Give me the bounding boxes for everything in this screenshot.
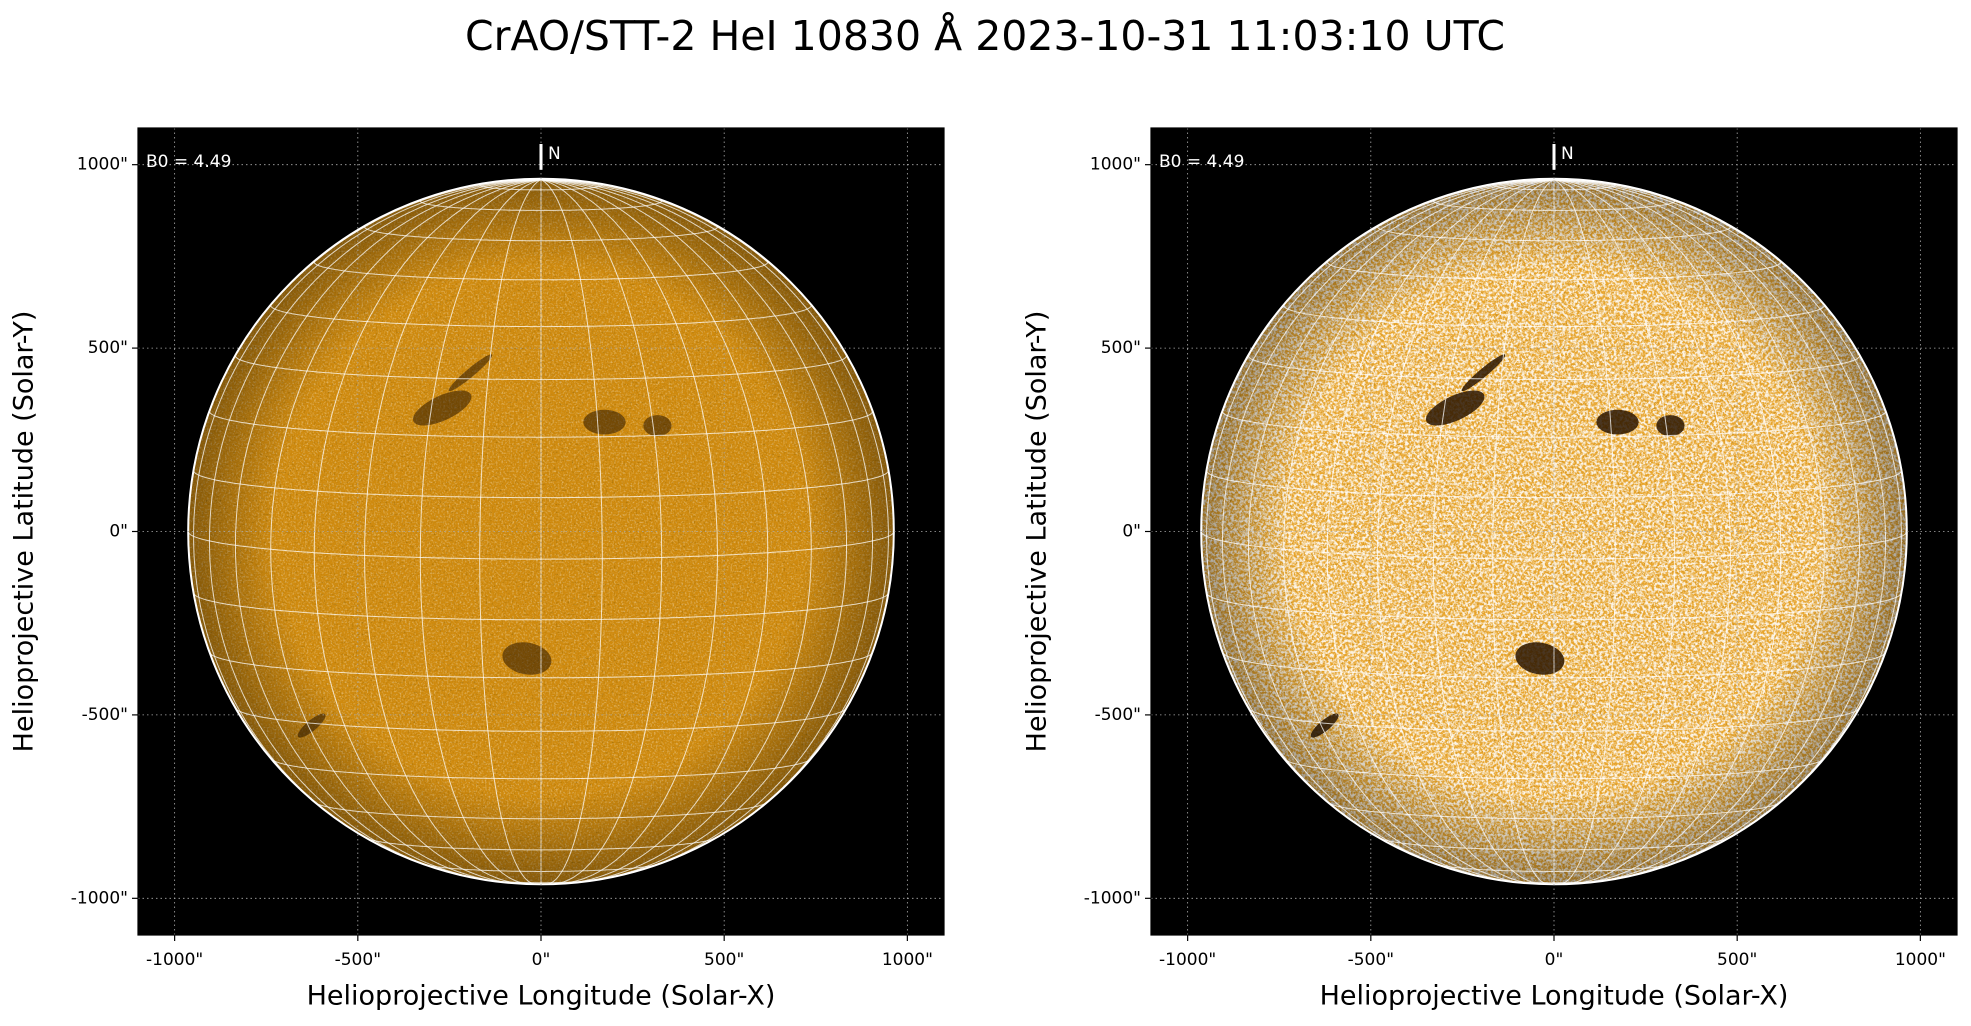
lonlat-grid-line [1553,179,1731,885]
y-axis-label: Helioprojective Latitude (Solar-Y) [9,311,40,753]
lonlat-grid-line [187,531,895,560]
y-tick-label: -1000" [71,888,128,908]
x-tick-label: 500" [704,950,744,970]
lonlat-grid-line [1492,184,1616,191]
y-tick-label: 500" [88,338,128,358]
lonlat-grid-line [1377,179,1555,885]
lonlat-grid-line [540,179,718,885]
x-tick-label: 1000" [1895,950,1946,970]
lonlat-grid-line [270,179,542,884]
x-axis-label: Helioprojective Longitude (Solar-X) [1320,981,1789,1012]
lonlat-grid-line [193,179,542,853]
lonlat-grid-line [1328,802,1780,820]
lonlat-grid-line [1379,837,1729,851]
x-tick-label: -500" [1348,950,1394,970]
lonlat-grid-line [235,354,847,381]
lonlat-grid-line [1326,260,1782,281]
y-tick-label: -500" [82,705,128,725]
lonlat-grid-line [209,410,873,438]
lonlat-grid-line [1553,179,1860,882]
x-tick-label: -500" [335,950,381,970]
plot-frame [1150,127,1958,936]
lonlat-grid-line [1248,354,1860,381]
plot-frame [137,127,945,936]
lonlat-grid-line [364,179,542,885]
lonlat-grid-line [1553,179,1902,853]
lonlat-grid-line [1284,758,1824,780]
y-tick-label: 1000" [77,155,128,175]
lonlat-grid-line [1200,531,1908,560]
lonlat-grid-line [209,179,542,877]
x-tick-label: 0" [1545,950,1564,970]
north-label: N [548,144,561,164]
lonlat-grid-line [540,179,603,885]
lonlat-grid-line [1222,179,1555,877]
b0-annotation: B0 = 4.49 [146,152,231,172]
x-tick-label: 0" [532,950,551,970]
y-axis-label: Helioprojective Latitude (Solar-Y) [1022,311,1053,753]
lonlat-grid-line [235,179,542,882]
y-tick-label: 0" [109,522,128,542]
y-tick-label: -1000" [1084,888,1141,908]
lonlat-grid-line [540,179,889,853]
lonlat-grid-line [1553,179,1886,877]
lonlat-grid-line [1248,179,1555,882]
x-tick-label: 1000" [882,950,933,970]
lonlat-grid-line [1492,179,1555,885]
north-label: N [1561,144,1574,164]
b0-annotation: B0 = 4.49 [1159,152,1244,172]
lonlat-grid-line [1553,179,1825,884]
map-panel: -1000" -500" 0" 500" 1000" -1000" -500" 0" 500" 1… [1022,127,1958,1012]
x-axis-label: Helioprojective Longitude (Solar-X) [307,981,776,1012]
y-tick-label: 0" [1122,522,1141,542]
lonlat-grid-line [1553,179,1616,885]
lonlat-grid-line [540,179,812,884]
lonlat-grid-line [540,179,873,877]
lonlat-grid-line [1283,179,1555,884]
lonlat-grid-line [479,179,542,885]
map-panel: -1000" -500" 0" 500" 1000" -1000" -500" 0" 500" 1… [9,127,945,1012]
x-tick-label: -1000" [146,950,203,970]
lonlat-grid-line [1206,179,1555,853]
x-tick-label: 500" [1717,950,1757,970]
lonlat-grid-line [419,179,542,885]
lonlat-grid-line [366,837,716,851]
lonlat-grid-line [1222,410,1886,438]
y-tick-label: 500" [1101,338,1141,358]
lonlat-grid-line [1432,179,1555,885]
lonlat-grid-line [1553,179,1676,885]
y-tick-label: -500" [1095,705,1141,725]
lonlat-grid-line [1553,179,1782,884]
lonlat-grid-line [540,179,663,885]
lonlat-grid-line [271,758,811,780]
x-tick-label: -1000" [1159,950,1216,970]
y-tick-label: 1000" [1090,155,1141,175]
lonlat-grid-line [479,184,603,191]
lonlat-grid-line [1326,179,1555,884]
lonlat-grid-line [540,179,847,882]
lonlat-grid-line [540,179,769,884]
lonlat-grid-line [313,260,769,281]
lonlat-grid-line [315,802,767,820]
lonlat-grid-line [313,179,542,884]
figure-title: CrAO/STT-2 HeI 10830 Å 2023-10-31 11:03:… [465,12,1505,60]
